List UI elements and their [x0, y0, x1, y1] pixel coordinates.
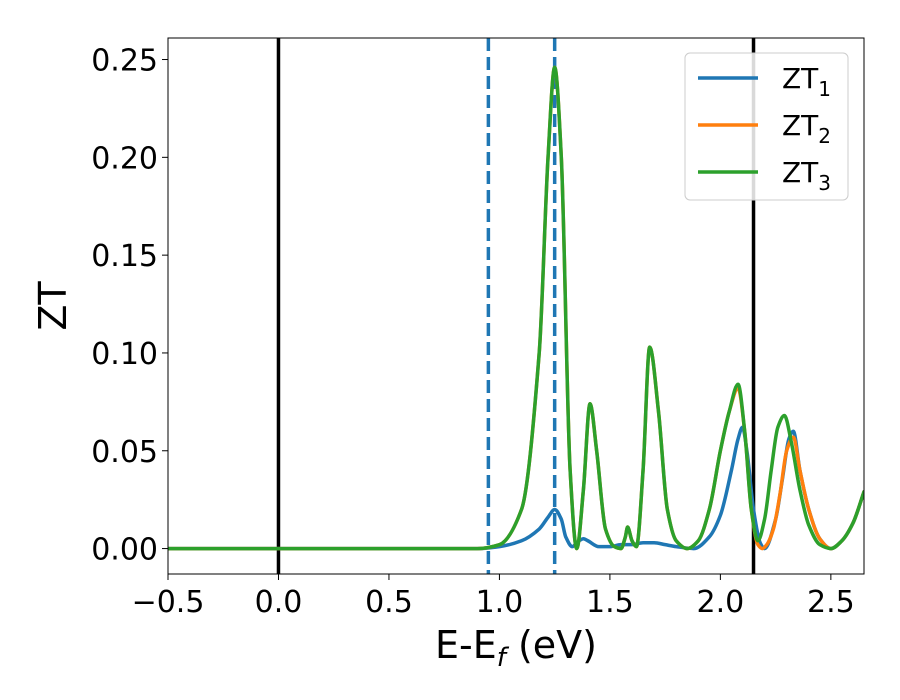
x-tick-label: 2.5 — [807, 585, 855, 620]
y-axis: 0.00 0.05 0.10 0.15 0.20 0.25 — [91, 44, 168, 568]
x-tick-label: −0.5 — [132, 585, 205, 620]
y-tick-label: 0.05 — [91, 435, 158, 470]
series-group — [168, 65, 864, 551]
legend-label-zt1: ZT1 — [782, 62, 831, 101]
x-tick-label: 2.0 — [697, 585, 745, 620]
legend: ZT1 ZT2 ZT3 — [684, 52, 849, 201]
plot-frame — [167, 37, 865, 575]
x-tick-label: 0.0 — [255, 585, 303, 620]
y-tick-label: 0.10 — [91, 337, 158, 372]
legend-box — [684, 52, 849, 201]
series-line-zt3 — [168, 65, 864, 551]
x-tick-label: 0.5 — [365, 585, 413, 620]
x-axis-label: E-Ef (eV) — [435, 623, 597, 673]
legend-label-zt3: ZT3 — [782, 156, 831, 195]
series-line-zt1 — [168, 425, 864, 551]
x-tick-label: 1.5 — [586, 585, 634, 620]
y-tick-label: 0.00 — [91, 533, 158, 568]
reference-lines — [276, 38, 756, 574]
y-tick-label: 0.20 — [91, 141, 158, 176]
y-tick-label: 0.25 — [91, 44, 158, 79]
x-axis: −0.5 0.0 0.5 1.0 1.5 2.0 2.5 — [132, 574, 855, 620]
x-tick-label: 1.0 — [476, 585, 524, 620]
legend-label-zt2: ZT2 — [782, 109, 831, 148]
y-tick-label: 0.15 — [91, 239, 158, 274]
y-axis-label: ZT — [31, 281, 75, 331]
